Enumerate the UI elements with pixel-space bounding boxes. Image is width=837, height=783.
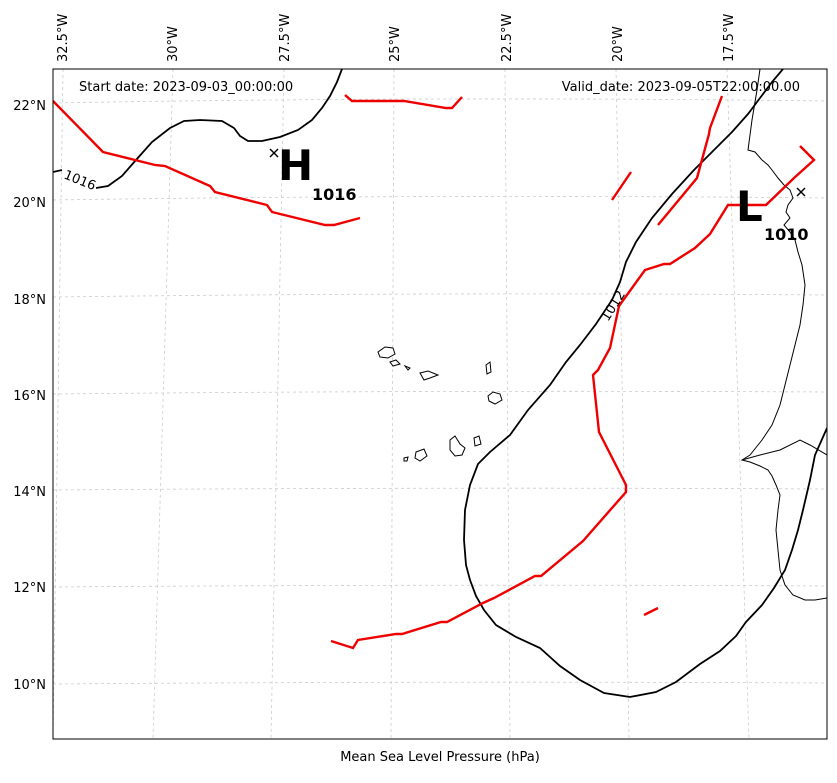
high-pressure-center: H 1016 xyxy=(269,141,357,204)
contour-label-1012: 1012 xyxy=(599,288,629,324)
cape-verde-islands xyxy=(377,346,503,462)
lat-label: 20°N xyxy=(13,196,46,211)
lat-label: 10°N xyxy=(13,678,46,693)
map-frame xyxy=(52,68,828,740)
high-value: 1016 xyxy=(312,185,357,204)
latitude-labels: 22°N 20°N 18°N 16°N 14°N 12°N 10°N xyxy=(13,99,46,693)
longitude-labels: 32.5°W 30°W 27.5°W 25°W 22.5°W 20°W 17.5… xyxy=(56,14,737,62)
valid-date-label: Valid_date: 2023-09-05T22:00:00.00 xyxy=(562,80,800,95)
lon-label: 22.5°W xyxy=(500,14,515,62)
lat-label: 18°N xyxy=(13,293,46,308)
lon-label: 27.5°W xyxy=(278,14,293,62)
lon-label: 25°W xyxy=(388,26,403,62)
lat-label: 22°N xyxy=(13,99,46,114)
isobar-1016-west xyxy=(53,169,63,173)
fronts xyxy=(53,94,816,650)
isobar-1012 xyxy=(463,69,827,698)
low-pressure-center: L 1010 xyxy=(736,182,809,244)
low-value: 1010 xyxy=(764,225,809,244)
lat-label: 14°N xyxy=(13,485,46,500)
contour-label-1016: 1016 xyxy=(62,168,98,194)
map-area: 1016 1012 H 1016 L 1010 Start date: 2023… xyxy=(53,69,827,739)
high-letter: H xyxy=(278,141,313,190)
lon-label: 20°W xyxy=(611,26,626,62)
lon-label: 17.5°W xyxy=(722,14,737,62)
lon-label: 32.5°W xyxy=(56,14,71,62)
start-date-label: Start date: 2023-09-03_00:00:00 xyxy=(79,80,293,95)
lat-label: 16°N xyxy=(13,389,46,404)
x-marker-icon xyxy=(269,148,279,158)
lon-label: 30°W xyxy=(166,26,181,62)
x-marker-icon xyxy=(796,187,806,197)
isobar-1016 xyxy=(95,69,343,189)
low-letter: L xyxy=(736,182,763,231)
lat-label: 12°N xyxy=(13,581,46,596)
coastline-africa-east xyxy=(741,439,827,461)
graticule xyxy=(53,69,827,739)
coastline-africa xyxy=(740,69,827,601)
x-axis-label: Mean Sea Level Pressure (hPa) xyxy=(340,750,540,765)
